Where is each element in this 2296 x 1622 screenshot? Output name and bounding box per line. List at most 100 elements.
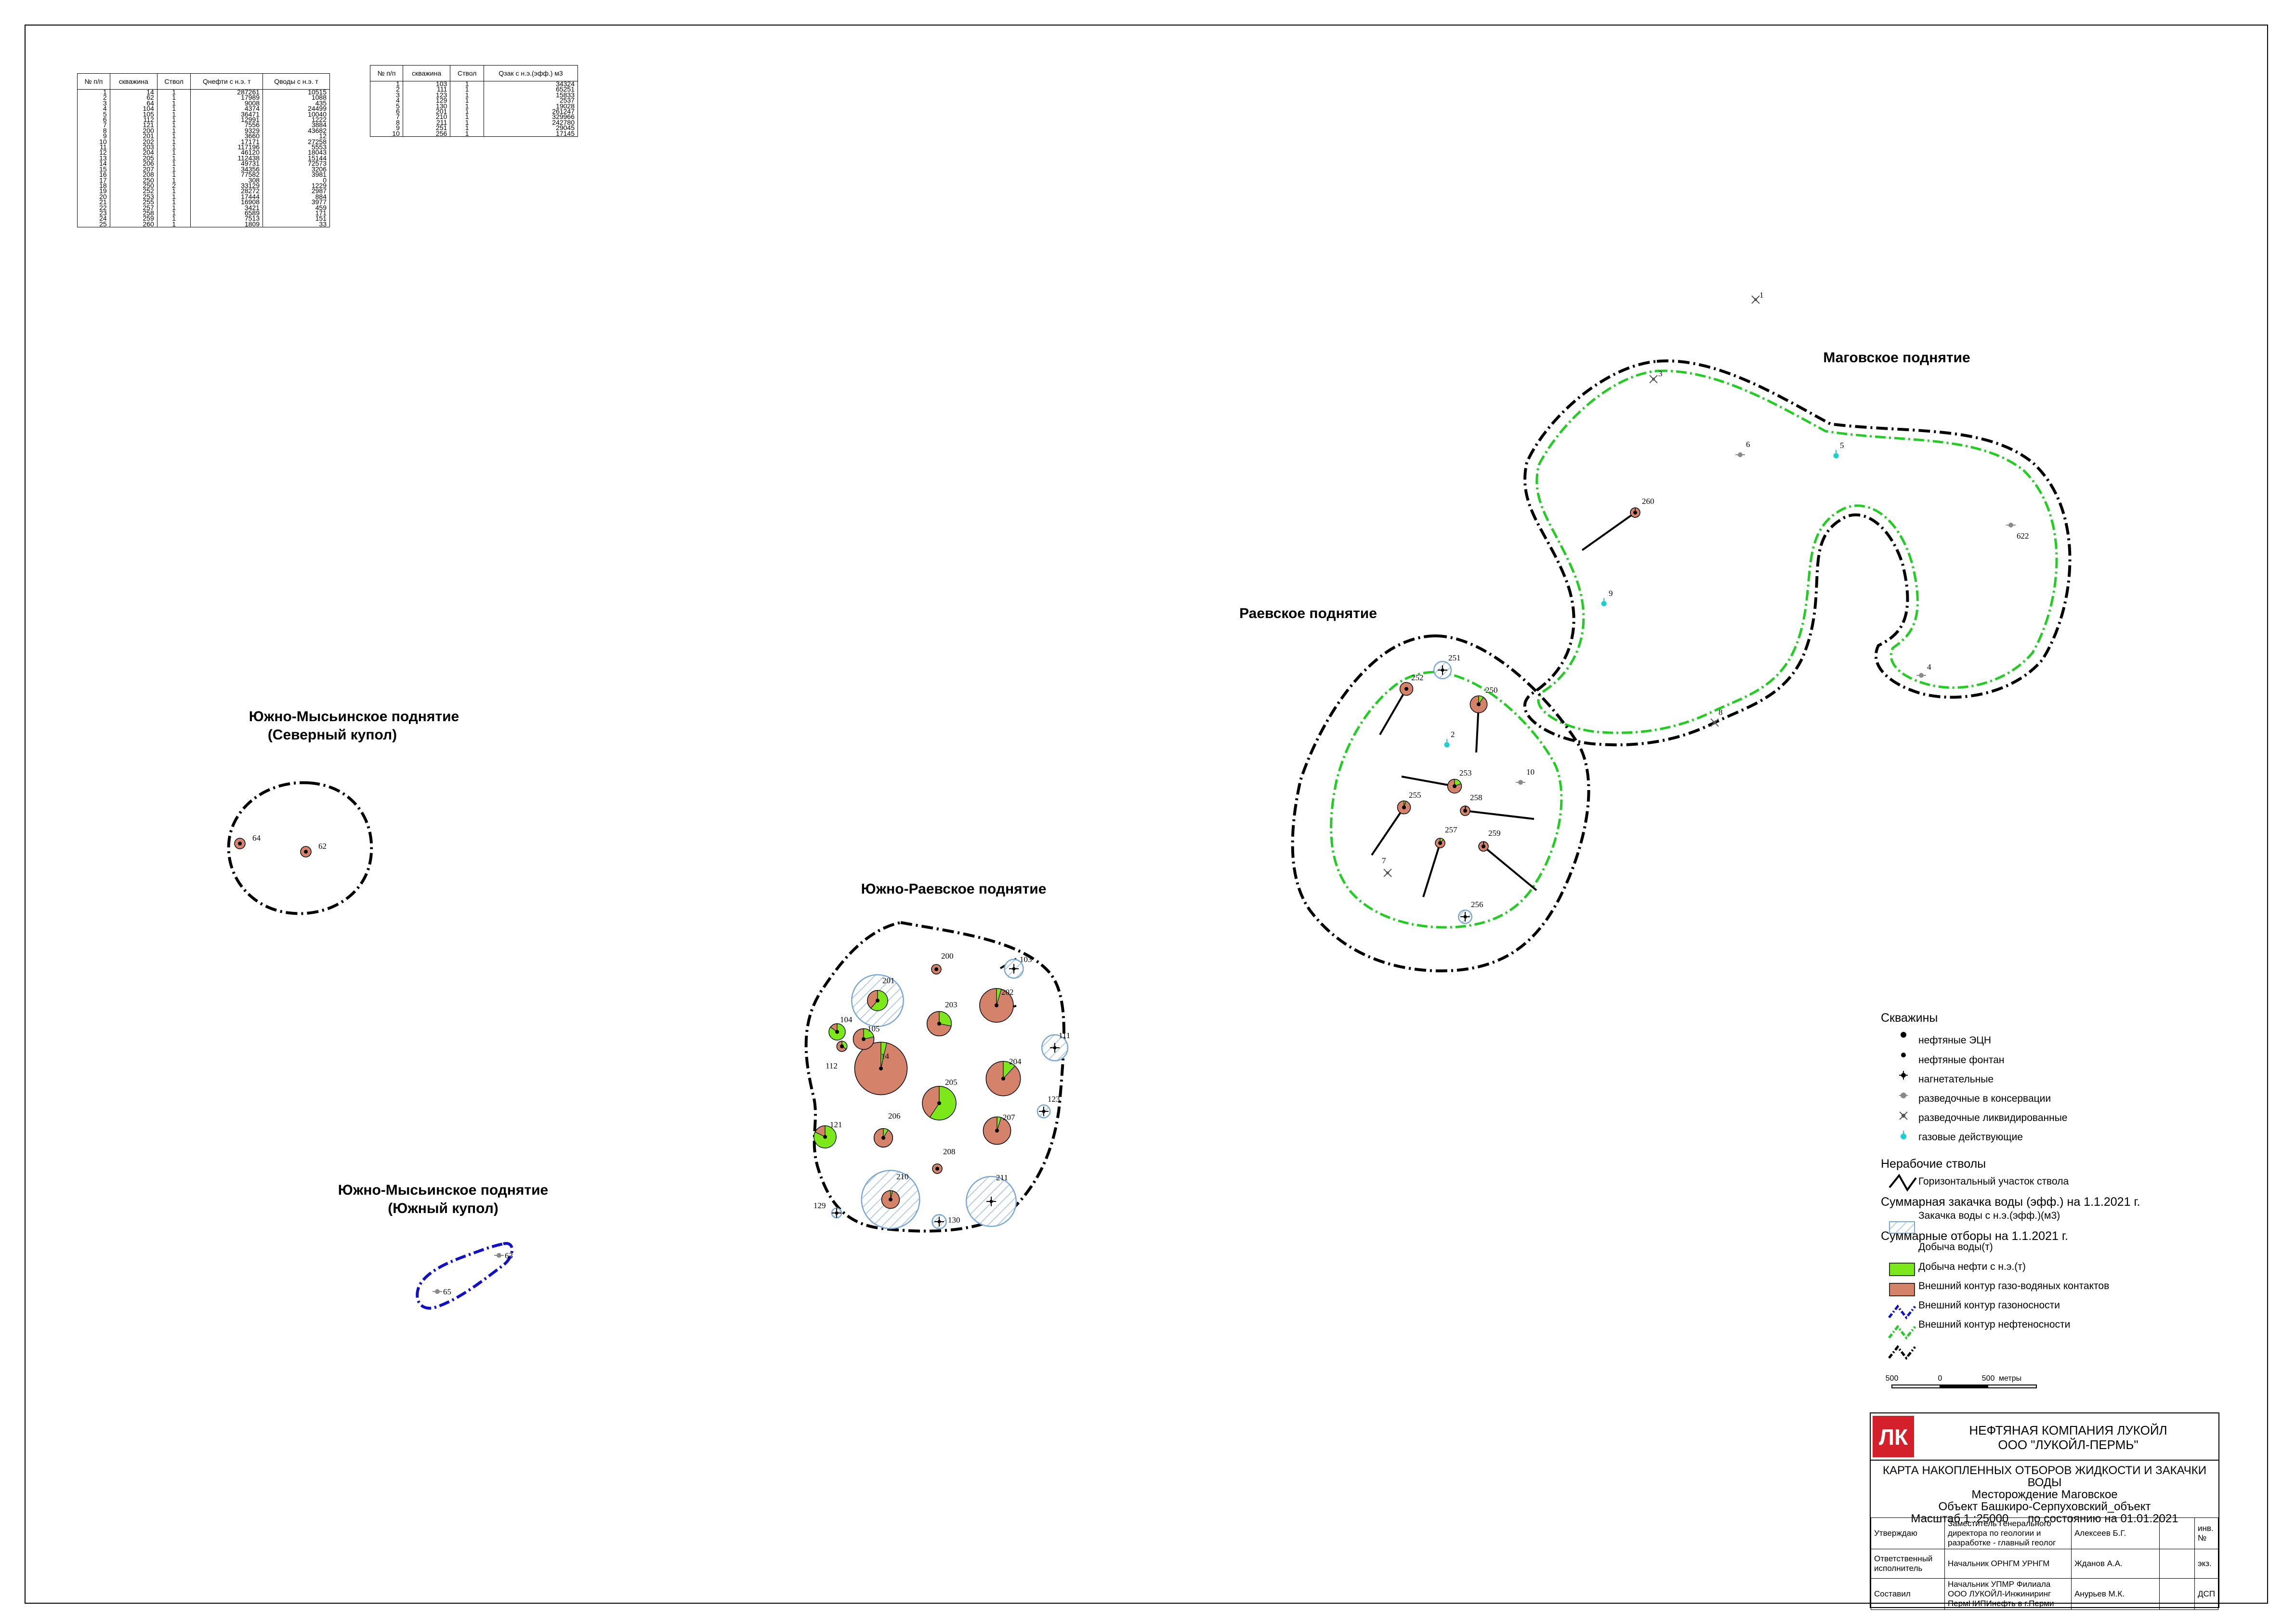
table-row: 17 250 1 308 0: [77, 176, 330, 184]
label-south-mys-south-2: (Южный купол): [388, 1200, 499, 1216]
sig-cell: [2159, 1578, 2195, 1610]
table-row: 10 202 1 17171 27258: [77, 138, 330, 145]
oil-well-icon: [879, 1067, 883, 1070]
table-row: 6 201 1 261247: [370, 108, 578, 115]
well-label: 1: [1759, 290, 1764, 300]
legend-horizontal-label: Горизонтальный участок ствола: [1918, 1176, 2069, 1187]
table-cell: 1229: [262, 182, 330, 189]
water-sector: [997, 1116, 1002, 1131]
well-label: 62: [318, 842, 327, 851]
scale-bar: [1891, 1385, 2037, 1388]
table-cell: 203: [109, 144, 157, 150]
well-label: 63: [505, 1251, 513, 1260]
well-label: 203: [945, 1000, 958, 1009]
company-line-1: НЕФТЯНАЯ КОМПАНИЯ ЛУКОЙЛ: [1969, 1423, 2167, 1437]
table-cell: 211: [402, 119, 451, 126]
legend-inj-label: Закачка воды с н.э.(эфф.)(м3): [1918, 1210, 2060, 1221]
label-south-raev: Южно-Раевское поднятие: [861, 881, 1047, 897]
map-title: КАРТА НАКОПЛЕННЫХ ОТБОРОВ ЖИДКОСТИ И ЗАК…: [1871, 1460, 2218, 1525]
water-sector: [883, 1128, 889, 1139]
legend-inactive-title: Нерабочие стволы: [1881, 1157, 1986, 1171]
table-cell: 206: [109, 160, 157, 167]
table-cell: 171: [262, 210, 330, 216]
table-cell: 111: [402, 86, 451, 93]
well-label: 258: [1470, 793, 1483, 802]
col-header: Qнефти с н.э. т: [190, 73, 263, 90]
col-header: Ствол: [450, 65, 485, 81]
well-211: 211: [966, 1173, 1017, 1227]
south-mys-north-oil-contour: [227, 781, 373, 915]
table-cell: 19028: [484, 102, 578, 109]
lukoil-logo-icon: ЛК: [1873, 1416, 1914, 1457]
table-cell: 12: [262, 132, 330, 140]
well-label: 251: [1448, 653, 1461, 662]
legend-liquidated-label: разведочные ликвидированные: [1918, 1112, 2068, 1123]
magov-gas-contour: [1535, 369, 2058, 734]
well-label: 104: [840, 1015, 853, 1024]
well-65: 65: [433, 1287, 451, 1296]
water-sector: [890, 1190, 893, 1200]
scale-mid-label: 0: [1938, 1374, 1942, 1383]
legend-conserved-label: разведочные в консервации: [1918, 1093, 2051, 1104]
oil-well-icon: [1001, 1077, 1005, 1081]
well-9: 9: [1601, 589, 1613, 607]
well-252: 252: [1399, 673, 1424, 696]
well-256: 256: [1458, 900, 1483, 924]
table-cell: 5553: [262, 144, 330, 150]
well-label: 2: [1451, 730, 1455, 739]
table-cell: 17145: [484, 130, 578, 137]
oil-well-icon: [881, 1136, 885, 1140]
well-104: 104: [828, 1015, 853, 1041]
table-cell: 15144: [262, 155, 330, 161]
table-row: 8 200 1 9329 43682: [77, 127, 330, 134]
table-cell: 72573: [262, 160, 330, 167]
sig-cell: Утверждаю: [1871, 1517, 1945, 1549]
sig-cell: экз.: [2194, 1549, 2219, 1579]
oil-well-icon: [889, 1198, 892, 1201]
magov-oil-contour: [1523, 359, 2072, 747]
well-label: 4: [1927, 662, 1931, 672]
well-label: 253: [1459, 768, 1472, 778]
table-row: 15 207 1 34356 3206: [77, 165, 330, 172]
table-row: 9 201 1 3660 12: [77, 132, 330, 140]
table-cell: 10: [370, 130, 403, 137]
sig-cell: Анурьев М.К.: [2071, 1578, 2160, 1610]
injection-icon: [1012, 967, 1016, 971]
well-label: 256: [1471, 900, 1483, 909]
water-sector: [1478, 695, 1484, 705]
well-112: 112: [826, 1041, 848, 1070]
gas-well-icon: [1444, 742, 1450, 748]
table-cell: 242780: [484, 119, 578, 126]
liquidated-icon: [1386, 871, 1389, 874]
injection-icon: [1441, 668, 1444, 672]
table-row: 7 121 1 7556 3884: [77, 121, 330, 129]
legend-oil-flowing-label: нефтяные фонтан: [1918, 1055, 2005, 1066]
scale-left-label: 500: [1886, 1374, 1899, 1383]
well-label: 65: [443, 1287, 451, 1296]
legend-horizontal-icon: [1889, 1174, 1917, 1192]
well-label: 10: [1526, 767, 1535, 777]
oil-well-icon: [862, 1037, 866, 1041]
well-label: 64: [252, 833, 261, 843]
table-cell: 121: [109, 121, 157, 129]
sig-cell: инв. №: [2194, 1517, 2219, 1549]
sig-cell: [2159, 1549, 2195, 1579]
well-label: 105: [867, 1024, 880, 1033]
table-cell: 261247: [484, 108, 578, 115]
well-label: 622: [2017, 531, 2029, 541]
legend-liquidated-icon: [1899, 1111, 1908, 1120]
table-cell: 207: [109, 165, 157, 172]
table-cell: 259: [109, 215, 157, 222]
well-129: 129: [813, 1201, 842, 1219]
title-block: ЛК НЕФТЯНАЯ КОМПАНИЯ ЛУКОЙЛ ООО "ЛУКОЙЛ-…: [1870, 1412, 2219, 1610]
water-sector: [996, 988, 1002, 1006]
legend-gas-contour-icon: [1888, 1324, 1916, 1340]
table-cell: 260: [109, 221, 157, 228]
injection-icon: [937, 1220, 941, 1224]
well-260: 260: [1630, 497, 1654, 518]
table-cell: 25: [77, 221, 110, 228]
oil-well-icon: [835, 1030, 839, 1034]
well-259: 259: [1478, 829, 1501, 852]
well-62: 62: [300, 842, 327, 857]
